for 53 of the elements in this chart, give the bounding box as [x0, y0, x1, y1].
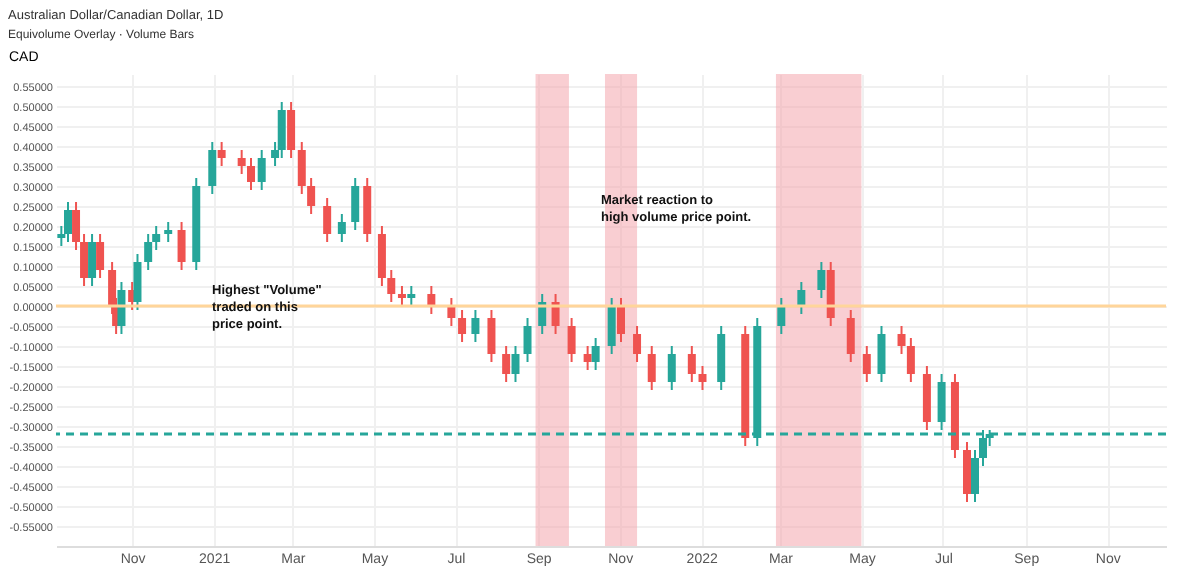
candlestick: [511, 345, 520, 383]
candlestick: [96, 233, 105, 279]
candlestick: [633, 325, 642, 363]
candlestick: [164, 221, 173, 243]
candlestick: [667, 345, 676, 391]
candlestick: [523, 317, 532, 363]
candlestick: [133, 253, 142, 311]
candlestick: [617, 297, 626, 343]
candlestick: [64, 201, 73, 243]
candlestick: [817, 261, 826, 299]
candlestick: [502, 345, 511, 383]
candlestick: [583, 345, 592, 371]
candlestick: [407, 285, 416, 307]
candlestick: [177, 221, 186, 271]
candlestick: [877, 325, 886, 383]
candlestick: [487, 309, 496, 363]
candlestick: [277, 101, 286, 159]
candlestick: [208, 141, 217, 195]
candlestick: [647, 345, 656, 391]
candlestick: [88, 233, 97, 287]
candlestick: [287, 101, 296, 159]
candlestick: [257, 149, 266, 191]
candlestick: [862, 345, 871, 383]
candlestick: [217, 141, 226, 167]
candlestick: [247, 157, 256, 191]
candlestick: [323, 197, 332, 243]
candlestick: [351, 177, 360, 231]
candlestick: [387, 269, 396, 303]
candlestick: [363, 177, 372, 243]
candlestick: [567, 317, 576, 363]
candlestick: [962, 441, 971, 503]
candlestick: [307, 177, 316, 215]
candlestick: [337, 213, 346, 243]
candlestick: [377, 225, 386, 287]
candlestick: [397, 285, 406, 307]
candlestick: [698, 365, 707, 391]
candlestick: [471, 309, 480, 343]
candlestick: [897, 325, 906, 355]
candlestick: [687, 345, 696, 383]
candlestick: [797, 281, 806, 315]
candlestick: [237, 149, 246, 175]
candlestick: [427, 285, 436, 315]
candlestick: [591, 337, 600, 371]
candlestick: [458, 309, 467, 343]
candlestick: [922, 365, 931, 431]
candlestick: [717, 325, 726, 391]
candlestick: [607, 297, 616, 355]
candlestick: [826, 261, 835, 327]
candlestick: [846, 309, 855, 363]
candlestick: [777, 297, 786, 335]
candlestick: [144, 233, 153, 271]
candlestick: [906, 337, 915, 383]
candlestick: [297, 141, 306, 195]
